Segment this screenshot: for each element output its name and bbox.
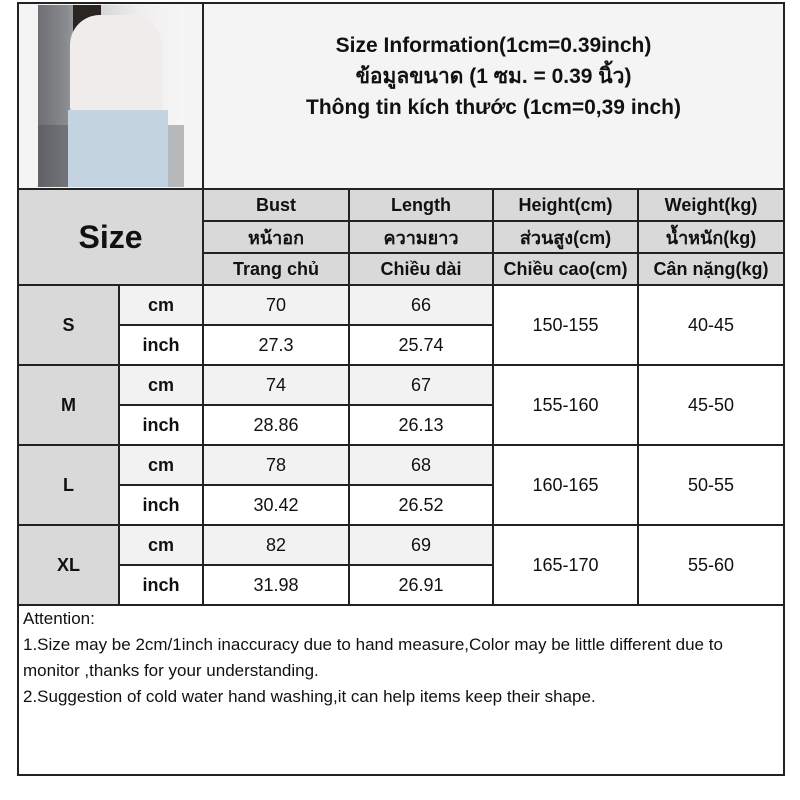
unit-cm: cm: [118, 524, 204, 566]
bust-inch: 31.98: [202, 564, 350, 606]
table-row-cm: XL cm 82 69 165-170 55-60: [17, 524, 786, 606]
length-cm: 67: [348, 364, 494, 406]
table-row-inch: inch 27.3 25.74: [18, 324, 784, 366]
bust-cm: 78: [202, 444, 350, 486]
length-cm: 66: [348, 284, 494, 326]
length-inch: 26.52: [348, 484, 494, 526]
length-inch: 25.74: [348, 324, 494, 366]
size-information-title: Size Information(1cm=0.39inch) ข้อมูลขนา…: [201, 2, 786, 190]
title-vietnamese: Thông tin kích thước (1cm=0,39 inch): [306, 95, 681, 119]
unit-inch: inch: [118, 404, 204, 446]
unit-cm: cm: [118, 364, 204, 406]
table-row-cm: M cm 74 67 155-160 45-50: [17, 364, 786, 446]
size-header: Size: [17, 188, 204, 286]
table-row-inch: inch 31.98 26.91: [18, 564, 784, 606]
col-length-vi: Chiều dài: [348, 252, 494, 286]
product-photo-cell: [17, 2, 204, 190]
unit-cm: cm: [118, 444, 204, 486]
size-label: XL: [17, 524, 120, 606]
bust-inch: 28.86: [202, 404, 350, 446]
weight-range: 40-45: [636, 284, 786, 366]
table-row-inch: inch 30.42 26.52: [18, 484, 784, 526]
weight-range: 55-60: [636, 524, 786, 606]
attention-title: Attention:: [23, 609, 95, 628]
height-range: 160-165: [492, 444, 639, 526]
col-height-en: Height(cm): [492, 188, 639, 222]
title-english: Size Information(1cm=0.39inch): [335, 33, 652, 57]
unit-inch: inch: [118, 324, 204, 366]
length-inch: 26.13: [348, 404, 494, 446]
weight-range: 50-55: [636, 444, 786, 526]
unit-inch: inch: [118, 484, 204, 526]
bust-cm: 70: [202, 284, 350, 326]
title-thai: ข้อมูลขนาด (1 ซม. = 0.39 นิ้ว): [355, 64, 632, 88]
col-bust-en: Bust: [202, 188, 350, 222]
bust-inch: 27.3: [202, 324, 350, 366]
table-row-inch: inch 28.86 26.13: [18, 404, 784, 446]
col-height-vi: Chiều cao(cm): [492, 252, 639, 286]
weight-range: 45-50: [636, 364, 786, 446]
bust-inch: 30.42: [202, 484, 350, 526]
size-label: S: [17, 284, 120, 366]
size-chart-table: Size Information(1cm=0.39inch) ข้อมูลขนา…: [16, 2, 786, 776]
size-label: M: [17, 364, 120, 446]
unit-cm: cm: [118, 284, 204, 326]
table-row-cm: S cm 70 66 150-155 40-45: [17, 284, 786, 366]
length-inch: 26.91: [348, 564, 494, 606]
attention-note-2: 2.Suggestion of cold water hand washing,…: [23, 687, 596, 706]
col-length-en: Length: [348, 188, 494, 222]
height-range: 165-170: [492, 524, 639, 606]
col-weight-th: น้ำหนัก(kg): [636, 220, 786, 254]
attention-note-1: 1.Size may be 2cm/1inch inaccuracy due t…: [23, 635, 723, 680]
unit-inch: inch: [118, 564, 204, 606]
length-cm: 68: [348, 444, 494, 486]
bust-cm: 82: [202, 524, 350, 566]
col-bust-vi: Trang chủ: [202, 252, 350, 286]
col-bust-th: หน้าอก: [202, 220, 350, 254]
attention-notes: Attention: 1.Size may be 2cm/1inch inacc…: [16, 604, 786, 776]
col-weight-en: Weight(kg): [636, 188, 786, 222]
height-range: 155-160: [492, 364, 639, 446]
height-range: 150-155: [492, 284, 639, 366]
product-photo: [37, 5, 184, 187]
col-weight-vi: Cân nặng(kg): [636, 252, 786, 286]
length-cm: 69: [348, 524, 494, 566]
col-height-th: ส่วนสูง(cm): [492, 220, 639, 254]
size-label: L: [17, 444, 120, 526]
bust-cm: 74: [202, 364, 350, 406]
table-row-cm: L cm 78 68 160-165 50-55: [17, 444, 786, 526]
col-length-th: ความยาว: [348, 220, 494, 254]
